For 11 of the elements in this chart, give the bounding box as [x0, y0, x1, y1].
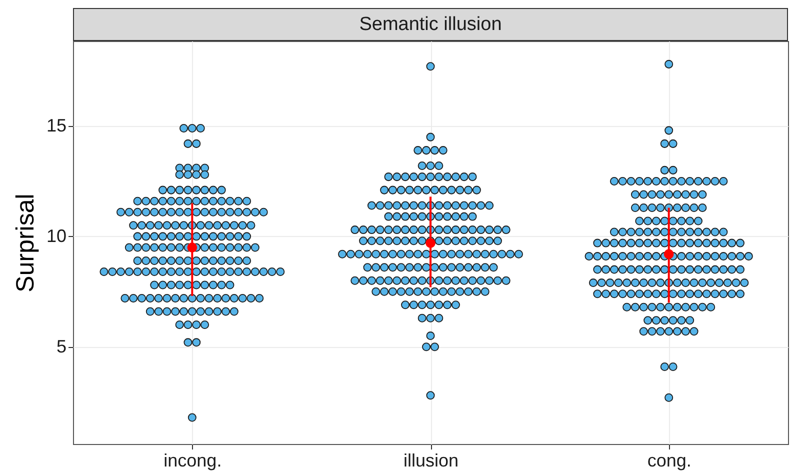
x-tick-label: cong.: [647, 450, 692, 470]
x-tick-label: incong.: [164, 450, 222, 470]
x-tick-label: illusion: [403, 450, 459, 470]
chart-title: Semantic illusion: [73, 8, 788, 41]
point: [664, 249, 674, 260]
y-tick-label: 5: [56, 336, 66, 356]
point: [426, 238, 436, 248]
point: [187, 242, 198, 252]
y-axis-title: Surprisal: [11, 194, 40, 292]
y-tick-label: 15: [46, 116, 66, 136]
y-tick-label: 10: [46, 226, 66, 246]
